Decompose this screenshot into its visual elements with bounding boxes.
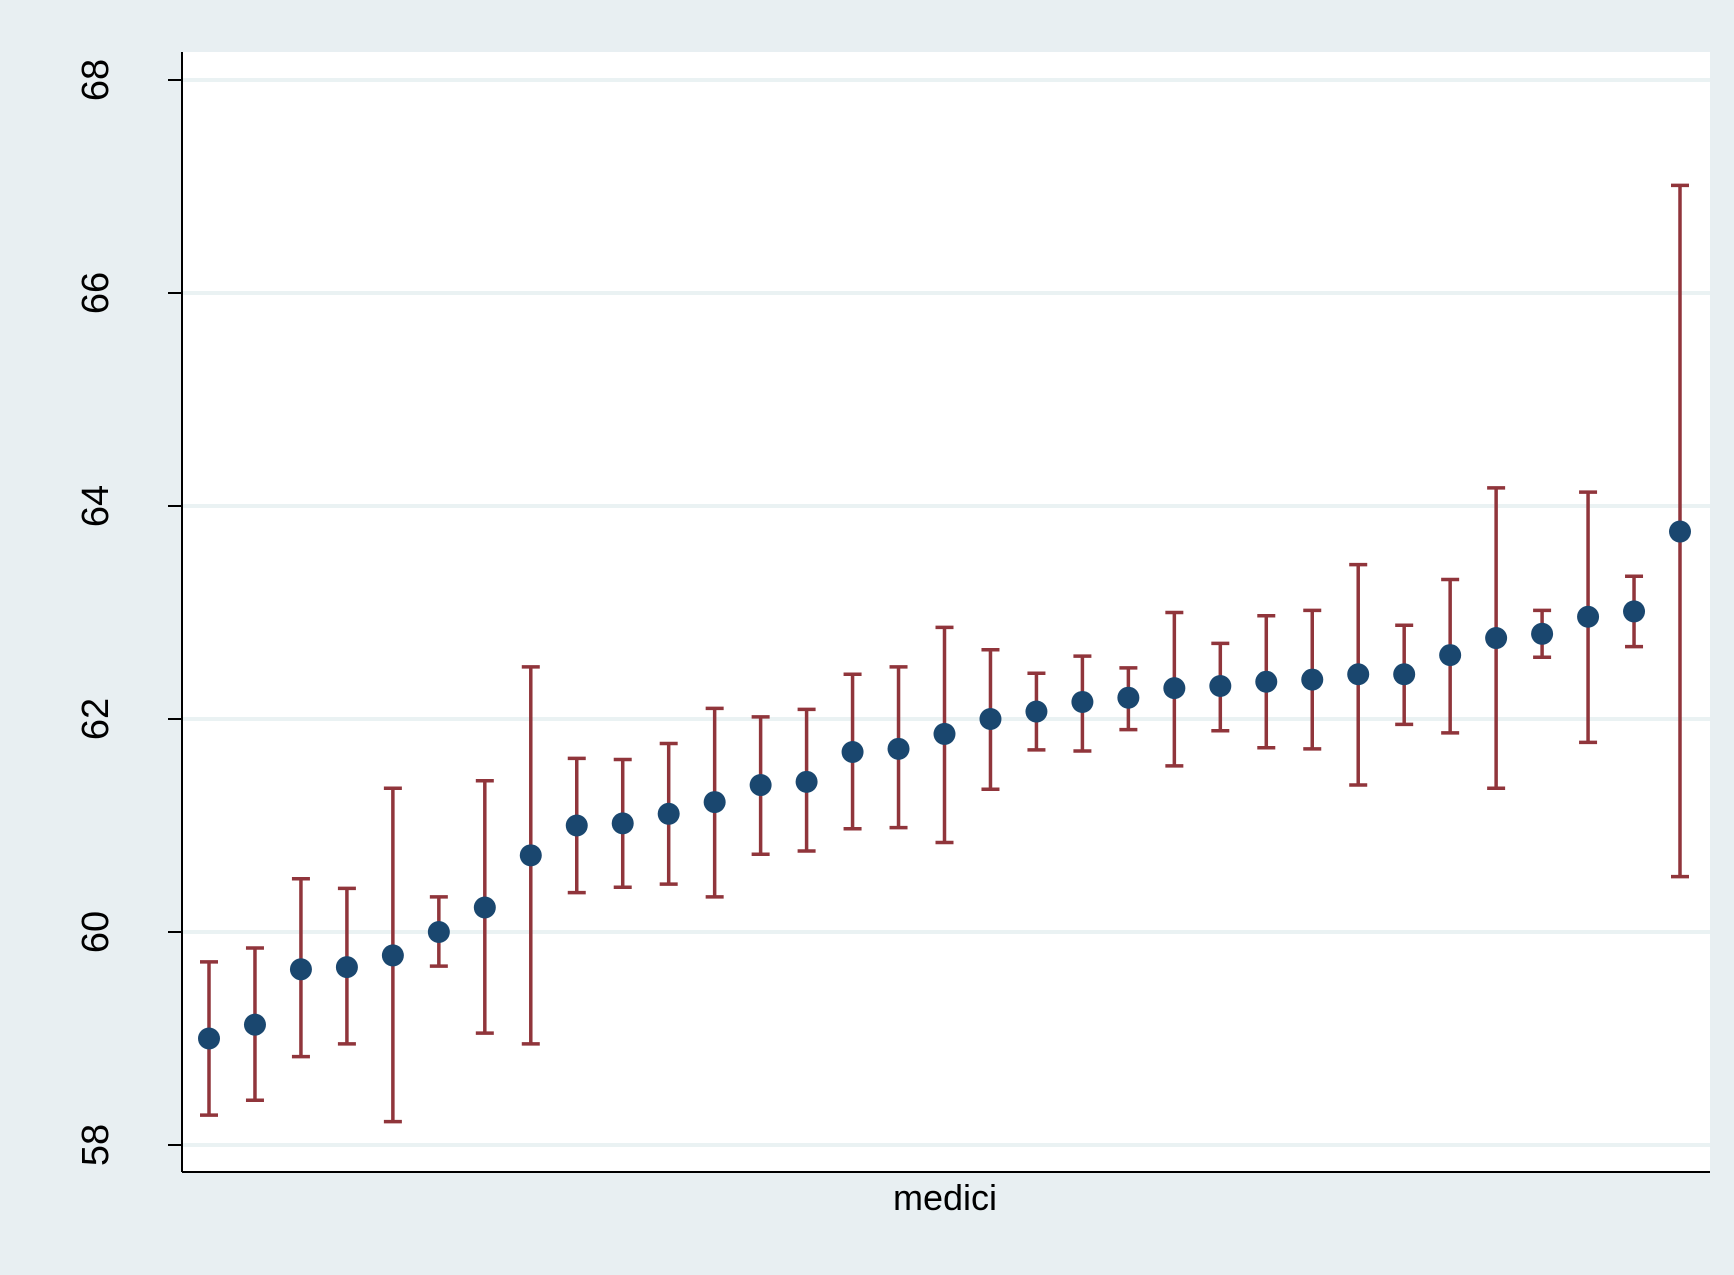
data-point [1071, 690, 1094, 713]
data-point [1577, 605, 1600, 628]
data-point [1623, 600, 1646, 623]
data-point [1393, 663, 1416, 686]
axes [181, 52, 1710, 1173]
plot-area [182, 52, 1710, 1172]
data-point [198, 1027, 220, 1050]
data-point [1485, 627, 1508, 650]
data-point [289, 958, 312, 981]
data-point [703, 791, 726, 814]
data-points [198, 520, 1691, 1050]
data-point [795, 770, 818, 793]
y-tick-label: 68 [75, 59, 117, 101]
data-point [1025, 700, 1048, 723]
data-point [1531, 622, 1554, 645]
data-point [1347, 663, 1370, 686]
data-point [979, 708, 1002, 730]
x-axis-label: medici [893, 1177, 997, 1218]
data-point [1439, 644, 1462, 667]
data-point [1669, 520, 1691, 543]
data-point [887, 737, 910, 760]
data-point [1301, 668, 1324, 691]
data-point [841, 741, 864, 764]
data-point [1163, 677, 1186, 700]
data-point [611, 812, 634, 835]
data-point [519, 844, 542, 867]
data-point [933, 722, 956, 745]
data-point [243, 1013, 266, 1036]
data-point [565, 814, 588, 837]
data-point [749, 774, 772, 797]
data-point [473, 896, 496, 919]
y-tick-label: 64 [75, 485, 117, 527]
y-tick-label: 60 [75, 911, 117, 953]
data-point [335, 956, 358, 979]
data-point [427, 921, 450, 943]
data-point [1209, 674, 1232, 697]
data-point [1255, 670, 1278, 693]
data-point [657, 802, 680, 825]
data-point [1117, 686, 1140, 709]
y-tick-label: 66 [75, 272, 117, 314]
y-ticks: 58 60 62 64 66 68 [75, 59, 182, 1166]
data-point [381, 944, 404, 967]
y-tick-label: 58 [75, 1124, 117, 1166]
y-tick-label: 62 [75, 698, 117, 740]
